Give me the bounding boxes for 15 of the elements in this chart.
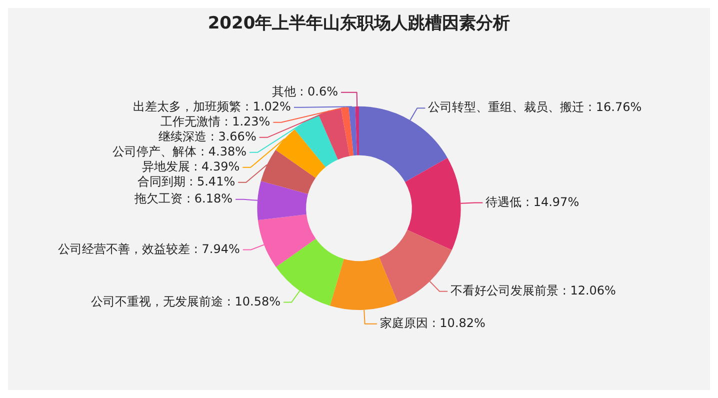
slice-label: 不看好公司发展前景 : 12.06% — [450, 284, 616, 298]
slice-label: 公司转型、重组、裁员、搬迁 : 16.76% — [428, 100, 642, 114]
slice-label: 公司不重视，无发展前途 : 10.58% — [91, 294, 281, 308]
slice-label: 其他 : 0.6% — [272, 84, 338, 99]
slice-label: 公司停产、解体 : 4.38% — [112, 144, 247, 159]
chart-title: 2020年上半年山东职场人跳槽因素分析 — [208, 14, 510, 34]
slice-label: 工作无激情 : 1.23% — [160, 114, 270, 129]
slice-label: 家庭原因 : 10.82% — [380, 316, 486, 330]
slice-label: 继续深造 : 3.66% — [158, 130, 256, 144]
slice-label: 公司经营不善，效益较差 : 7.94% — [58, 242, 240, 256]
slice-label: 异地发展 : 4.39% — [142, 160, 240, 174]
slice-label: 出差太多，加班频繁 : 1.02% — [133, 100, 291, 114]
slice-label: 待遇低 : 14.97% — [486, 194, 580, 209]
slice-label: 拖欠工资 : 6.18% — [134, 191, 233, 206]
slice-label: 合同到期 : 5.41% — [137, 174, 236, 189]
